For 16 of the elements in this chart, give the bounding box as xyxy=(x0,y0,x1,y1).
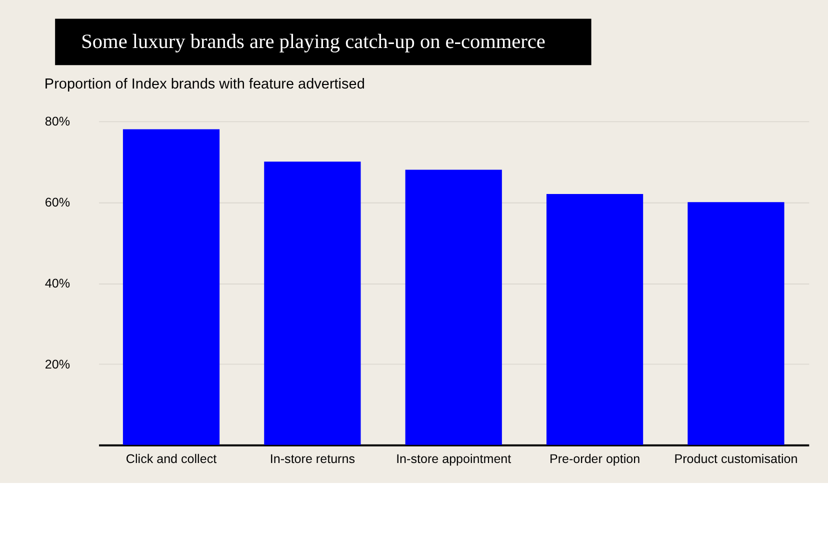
x-tick-label: Click and collect xyxy=(126,452,218,466)
bar xyxy=(405,170,502,445)
bar xyxy=(122,129,220,445)
bar xyxy=(264,162,361,445)
y-tick-label: 40% xyxy=(44,276,70,290)
chart-subtitle: Proportion of Index brands with feature advertised xyxy=(44,76,365,92)
y-tick-label: 20% xyxy=(44,357,70,372)
x-tick-label: In-store appointment xyxy=(396,452,512,466)
x-tick-label: Pre-order option xyxy=(549,452,640,466)
bar xyxy=(546,194,644,445)
x-tick-label: Product customisation xyxy=(674,452,798,466)
x-tick-label: In-store returns xyxy=(270,452,355,466)
bar xyxy=(688,202,784,445)
chart-title: Some luxury brands are playing catch-up on e-commerce xyxy=(81,30,546,53)
y-tick-label: 60% xyxy=(44,195,70,210)
y-tick-label: 80% xyxy=(44,114,70,129)
